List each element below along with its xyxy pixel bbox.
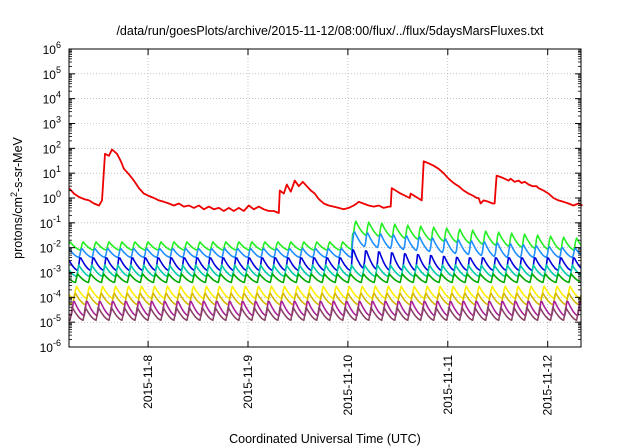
y-tick-label: 106 (43, 40, 61, 57)
y-tick-label: 102 (43, 139, 61, 156)
x-tick-label: 2015-11-8 (141, 355, 155, 409)
series-line-2 (68, 231, 582, 259)
series-line-6 (68, 285, 582, 299)
series-layer (68, 148, 583, 321)
x-tick-label: 2015-11-9 (241, 355, 255, 409)
y-tick-label: 104 (43, 90, 61, 107)
x-axis-label: Coordinated Universal Time (UTC) (229, 432, 421, 446)
x-axis: 2015-11-8 2015-11-9 2015-11-10 2015-11-11 20… (141, 49, 555, 416)
y-tick-label: 10-4 (40, 288, 61, 305)
y-tick-label: 105 (43, 65, 61, 82)
chart-title: /data/run/goesPlots/archive/2015-11-12/0… (116, 24, 544, 38)
y-axis-label: protons/cm2-s-sr-MeV (9, 136, 25, 258)
y-tick-label: 101 (43, 164, 61, 181)
y-tick-label: 10-1 (40, 214, 61, 231)
series-line-0 (68, 148, 583, 214)
y-tick-label: 100 (43, 189, 61, 206)
y-tick-label: 10-5 (40, 313, 61, 330)
series-line-9 (68, 306, 582, 321)
y-tick-label: 10-2 (40, 239, 61, 256)
y-tick-label: 10-6 (40, 338, 61, 355)
y-tick-label: 103 (43, 115, 61, 132)
x-tick-label: 2015-11-11 (441, 355, 455, 415)
x-tick-label: 2015-11-10 (341, 355, 355, 416)
y-tick-label: 10-3 (40, 264, 61, 281)
series-line-5 (68, 273, 582, 284)
series-line-1 (68, 220, 582, 251)
series-line-8 (68, 300, 582, 317)
x-tick-label: 2015-11-12 (541, 355, 555, 416)
y-axis: 10-6 10-5 10-4 10-3 10-2 10-1 100 101 102 103 104 1… (40, 40, 581, 355)
series-line-7 (68, 292, 582, 306)
